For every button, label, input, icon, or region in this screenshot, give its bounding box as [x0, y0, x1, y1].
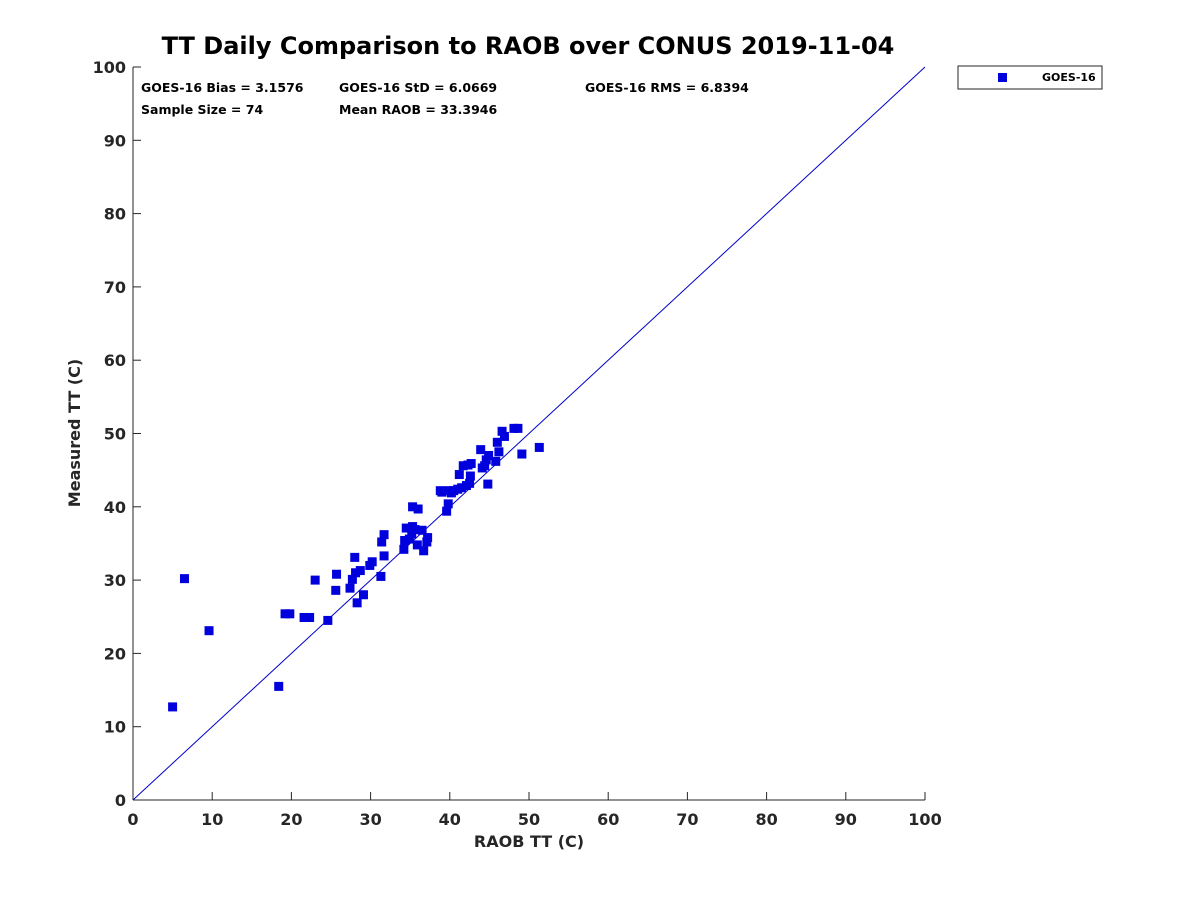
data-point	[404, 534, 414, 544]
data-point	[377, 537, 387, 547]
x-tick-label: 50	[518, 810, 540, 829]
x-tick-label: 80	[755, 810, 777, 829]
y-tick-label: 10	[104, 718, 126, 737]
x-tick-label: 30	[359, 810, 381, 829]
legend: GOES-16	[957, 65, 1103, 90]
x-axis-label: RAOB TT (C)	[474, 832, 584, 851]
data-point	[465, 471, 475, 481]
data-point	[517, 449, 527, 459]
stat-std: GOES-16 StD = 6.0669	[339, 80, 497, 95]
data-point	[423, 533, 433, 543]
data-point	[437, 487, 447, 497]
data-point	[331, 585, 341, 595]
one-to-one-line	[132, 66, 926, 801]
data-point	[274, 681, 284, 691]
data-points	[168, 423, 544, 712]
stat-mean-raob: Mean RAOB = 33.3946	[339, 102, 497, 117]
data-point	[350, 552, 360, 562]
data-point	[358, 590, 368, 600]
data-point	[534, 442, 544, 452]
y-tick-label: 80	[104, 205, 126, 224]
data-point	[513, 423, 523, 433]
data-point	[442, 506, 452, 516]
x-tick-label: 90	[835, 810, 857, 829]
y-tick-label: 50	[104, 425, 126, 444]
data-point	[305, 612, 315, 622]
data-point	[323, 615, 333, 625]
data-point	[168, 702, 178, 712]
y-tick-label: 90	[104, 131, 126, 150]
data-point	[419, 546, 429, 556]
y-tick-label: 30	[104, 571, 126, 590]
data-point	[285, 609, 295, 619]
legend-box	[957, 65, 1103, 90]
data-point	[367, 557, 377, 567]
data-point	[352, 598, 362, 608]
data-point	[484, 450, 494, 460]
reference-line-layer	[132, 66, 926, 801]
data-point	[492, 437, 502, 447]
data-point	[457, 483, 467, 493]
chart-title: TT Daily Comparison to RAOB over CONUS 2…	[162, 32, 895, 60]
data-point	[299, 612, 309, 622]
x-tick-label: 70	[676, 810, 698, 829]
y-axis-label: Measured TT (C)	[65, 359, 84, 507]
data-point	[443, 499, 453, 509]
legend-marker	[998, 73, 1007, 82]
data-point	[401, 523, 411, 533]
data-point	[465, 478, 475, 488]
x-tick-label: 20	[280, 810, 302, 829]
data-point	[280, 609, 290, 619]
legend-label: GOES-16	[1042, 71, 1096, 84]
data-point	[345, 583, 355, 593]
data-point	[466, 459, 476, 469]
data-point	[412, 540, 422, 550]
data-point	[417, 525, 427, 535]
data-point	[458, 461, 468, 471]
data-point	[400, 536, 410, 546]
data-point	[376, 571, 386, 581]
stat-bias: GOES-16 Bias = 3.1576	[141, 80, 304, 95]
stats-block: GOES-16 Bias = 3.1576 GOES-16 StD = 6.06…	[141, 80, 749, 117]
data-point	[179, 574, 189, 584]
data-point	[351, 568, 361, 578]
data-point	[399, 544, 409, 554]
axes: 0 10 20 30 40 50 60 70 80 90 100 0 10 20 30 40 50 60 70 80 9…	[93, 58, 942, 829]
data-point	[491, 456, 501, 466]
y-tick-label: 100	[93, 58, 126, 77]
data-point	[454, 470, 464, 480]
stat-rms: GOES-16 RMS = 6.8394	[585, 80, 749, 95]
data-point	[347, 574, 357, 584]
x-tick-label: 0	[127, 810, 138, 829]
data-point	[332, 569, 342, 579]
data-point	[499, 431, 509, 441]
data-point	[310, 575, 320, 585]
data-point	[408, 502, 418, 512]
data-point	[204, 626, 214, 636]
stat-sample-size: Sample Size = 74	[141, 102, 263, 117]
x-tick-label: 40	[439, 810, 461, 829]
data-point	[379, 530, 389, 540]
x-tick-label: 60	[597, 810, 619, 829]
y-tick-label: 40	[104, 498, 126, 517]
data-point	[476, 445, 486, 455]
y-tick-label: 60	[104, 351, 126, 370]
data-point	[497, 426, 507, 436]
data-point	[413, 504, 423, 514]
y-tick-label: 20	[104, 644, 126, 663]
data-point	[494, 447, 504, 457]
data-point	[480, 461, 490, 471]
x-tick-label: 10	[201, 810, 223, 829]
x-tick-label: 100	[908, 810, 941, 829]
data-point	[483, 479, 493, 489]
y-tick-label: 0	[115, 791, 126, 810]
y-tick-label: 70	[104, 278, 126, 297]
data-point	[355, 566, 365, 576]
data-point	[410, 525, 420, 535]
data-point	[379, 551, 389, 561]
